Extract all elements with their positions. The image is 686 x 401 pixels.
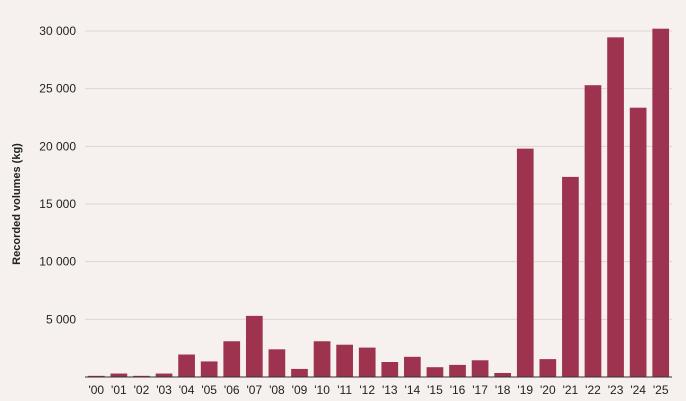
x-tick-label: '10 bbox=[314, 383, 330, 397]
bar-2 bbox=[133, 375, 150, 377]
y-tick-label: 30 000 bbox=[39, 24, 76, 38]
y-axis-title: Recorded volumes (kg) bbox=[11, 143, 23, 265]
bar-19 bbox=[516, 148, 534, 377]
bar-17 bbox=[471, 360, 489, 377]
y-tick-label: 10 000 bbox=[39, 255, 76, 269]
bar-18 bbox=[494, 372, 512, 377]
bar-9 bbox=[291, 368, 308, 377]
x-axis-ticks: '00 '01 '02 '03 '04 '05 '06 '07 '08 '09 '10 '11 '12 '… bbox=[88, 383, 668, 397]
x-tick-label: '12 bbox=[359, 383, 375, 397]
bars bbox=[87, 28, 670, 378]
x-tick-label: '03 bbox=[156, 383, 172, 397]
bar-3 bbox=[155, 373, 173, 377]
x-tick-label: '02 bbox=[134, 383, 150, 397]
x-tick-label: '00 bbox=[88, 383, 104, 397]
x-tick-label: '16 bbox=[450, 383, 466, 397]
x-tick-label: '22 bbox=[585, 383, 601, 397]
x-tick-label: '08 bbox=[269, 383, 285, 397]
bar-25 bbox=[652, 28, 670, 378]
y-tick-label: 25 000 bbox=[39, 82, 76, 96]
bar-20 bbox=[539, 359, 557, 377]
bar-12 bbox=[358, 347, 376, 377]
bar-7 bbox=[245, 315, 263, 377]
x-tick-label: '20 bbox=[540, 383, 556, 397]
bar-5 bbox=[200, 361, 218, 377]
x-tick-label: '25 bbox=[653, 383, 669, 397]
bar-16 bbox=[449, 364, 466, 377]
bar-13 bbox=[381, 362, 399, 377]
x-tick-label: '11 bbox=[337, 383, 352, 397]
x-tick-label: '06 bbox=[224, 383, 240, 397]
bar-23 bbox=[607, 37, 624, 378]
x-tick-label: '23 bbox=[608, 383, 624, 397]
x-tick-label: '18 bbox=[495, 383, 511, 397]
bar-14 bbox=[404, 356, 421, 377]
x-tick-label: '05 bbox=[201, 383, 217, 397]
bar-24 bbox=[629, 107, 647, 378]
bar-4 bbox=[178, 354, 195, 377]
bar-6 bbox=[223, 341, 241, 377]
bar-15 bbox=[426, 367, 444, 377]
x-tick-label: '21 bbox=[563, 383, 579, 397]
x-tick-label: '07 bbox=[247, 383, 263, 397]
bar-10 bbox=[313, 341, 331, 377]
gridlines bbox=[85, 30, 672, 320]
bar-11 bbox=[336, 344, 353, 377]
x-tick-label: '24 bbox=[630, 383, 646, 397]
bar-0 bbox=[87, 375, 105, 377]
x-tick-label: '13 bbox=[382, 383, 398, 397]
y-tick-label: 15 000 bbox=[39, 197, 76, 211]
y-axis-ticks: 5 000 10 000 15 000 20 000 25 000 30 000 bbox=[39, 24, 76, 326]
y-tick-label: 5 000 bbox=[46, 312, 76, 326]
x-tick-label: '14 bbox=[405, 383, 421, 397]
y-tick-label: 20 000 bbox=[39, 139, 76, 153]
x-tick-label: '17 bbox=[472, 383, 488, 397]
x-tick-label: '04 bbox=[179, 383, 195, 397]
x-tick-label: '15 bbox=[427, 383, 443, 397]
x-tick-label: '01 bbox=[111, 383, 127, 397]
bar-21 bbox=[562, 176, 579, 377]
x-tick-label: '19 bbox=[517, 383, 533, 397]
bar-8 bbox=[268, 349, 286, 377]
bar-22 bbox=[584, 85, 602, 377]
bar-1 bbox=[110, 373, 128, 377]
x-tick-label: '09 bbox=[292, 383, 308, 397]
